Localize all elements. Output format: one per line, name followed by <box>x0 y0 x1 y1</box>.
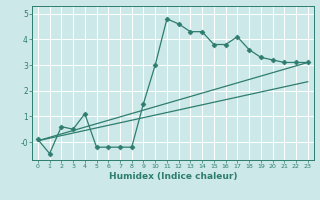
X-axis label: Humidex (Indice chaleur): Humidex (Indice chaleur) <box>108 172 237 181</box>
